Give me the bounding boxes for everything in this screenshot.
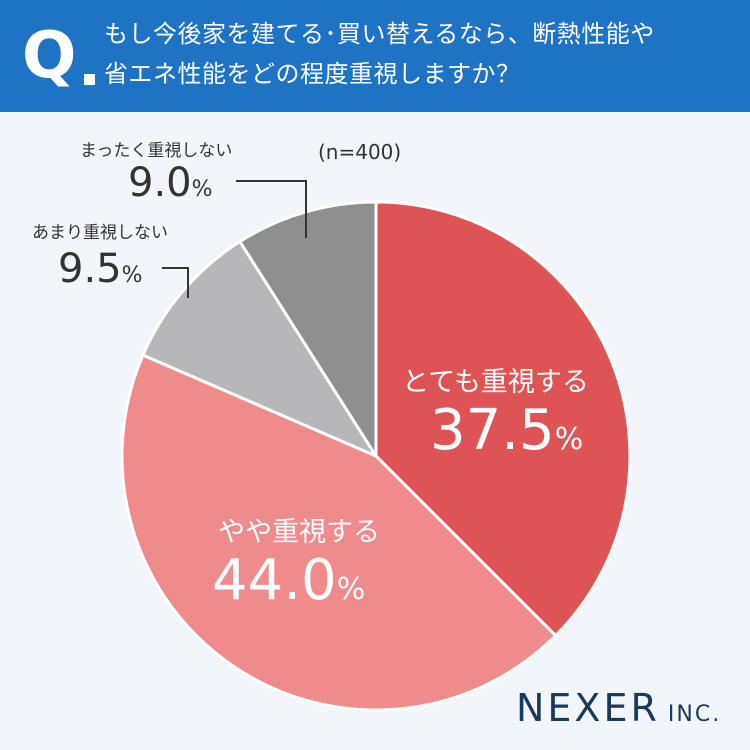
q-letter: Q [22,19,77,93]
slice-value-somewhat-important: 44.0% [212,548,365,613]
slice-value-very-important: 37.5% [430,398,583,463]
leader-line-not-very-important [162,267,189,298]
question-header: Q もし今後家を建てる･買い替えるなら、断熱性能や 省エネ性能をどの程度重視しま… [0,0,750,112]
pie-slice-somewhat-important [120,353,558,712]
slice-label-not-very-important: あまり重視しない [32,223,168,243]
percent-sign: % [336,572,366,607]
slice-value-number: 9.0 [128,160,192,206]
sample-size-label: (n=400) [318,140,402,164]
percent-sign: % [121,263,143,288]
slice-value-not-important-at-all: 9.0% [128,160,213,206]
slice-value-not-very-important: 9.5% [58,246,143,292]
q-dot [84,74,95,85]
brand-logo: NEXER INC. [516,686,721,730]
question-text: もし今後家を建てる･買い替えるなら、断熱性能や 省エネ性能をどの程度重視しますか… [104,14,734,94]
q-mark: Q [22,16,102,96]
slice-value-number: 44.0 [212,548,337,613]
question-line-1: もし今後家を建てる･買い替えるなら、断熱性能や [104,20,655,48]
slice-value-number: 37.5 [430,398,555,463]
pie-slice-very-important [374,200,632,638]
brand-suffix: INC. [667,702,722,727]
question-line-2: 省エネ性能をどの程度重視しますか？ [104,60,521,88]
slice-value-number: 9.5 [58,246,122,292]
slice-label-very-important: とても重視する [402,367,589,398]
brand-name: NEXER [516,686,660,730]
percent-sign: % [191,177,213,202]
percent-sign: % [554,422,584,457]
slice-label-somewhat-important: やや重視する [218,517,380,548]
pie-slice-not-very-important [141,240,378,458]
slice-label-not-important-at-all: まったく重視しない [80,141,233,161]
leader-line-not-important-at-all [236,180,307,238]
